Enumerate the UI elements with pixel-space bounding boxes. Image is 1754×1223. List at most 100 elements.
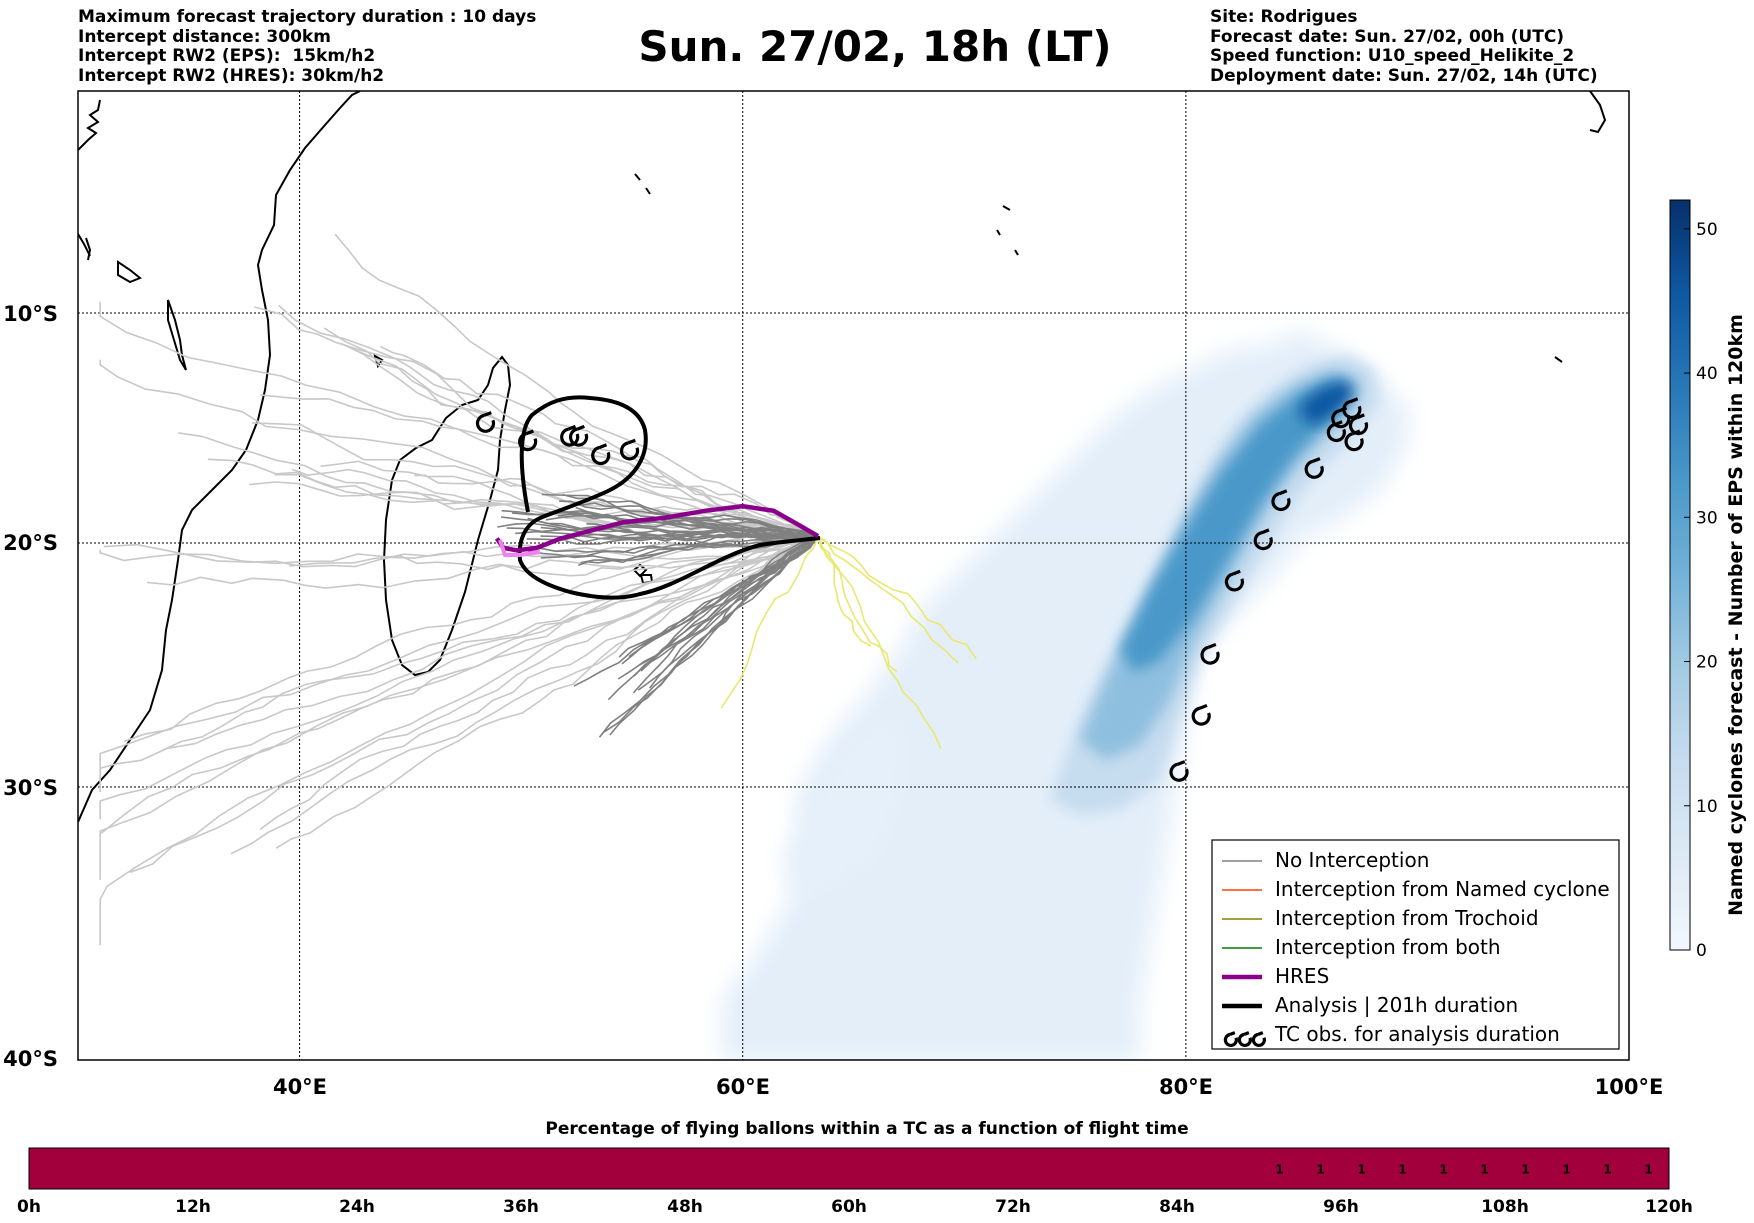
trajectory-light (334, 233, 819, 537)
header-right-line: Deployment date: Sun. 27/02, 14h (UTC) (1210, 65, 1598, 86)
main-title-text: Sun. 27/02, 18h (LT) (638, 22, 1112, 71)
tc-observation-icon (518, 429, 538, 452)
trajectories-trochoid-yellow (720, 535, 977, 750)
tc-observation-icon (1253, 528, 1273, 551)
analysis-loop (517, 395, 821, 600)
kenya-coast (78, 233, 91, 257)
lat-tick-label: 30°S (3, 776, 58, 800)
header-right-line: Speed function: U10_speed_Helikite_2 (1210, 46, 1575, 66)
flight-time-tick-label: 120h (1645, 1197, 1693, 1217)
trajectory-light (320, 460, 819, 551)
header-right-info: Site: Rodrigues Forecast date: Sun. 27/0… (1210, 7, 1598, 86)
colorbar-tick-label: 10 (1696, 797, 1718, 817)
tc-observation-icon (1271, 489, 1291, 512)
flight-time-tick-label: 12h (175, 1197, 211, 1217)
trajectory-dark (618, 535, 819, 658)
trajectory-dark (557, 513, 819, 540)
trajectory-light (99, 535, 819, 784)
density-layer-peak (1300, 380, 1355, 425)
trajectory-dark (607, 535, 819, 701)
flight-time-bar-value: 1 (1275, 1163, 1283, 1177)
legend-label: Analysis | 201h duration (1275, 993, 1518, 1017)
flight-time-tick-label: 36h (503, 1197, 539, 1217)
trajectory-yellow (720, 535, 819, 709)
legend-entry: Analysis | 201h duration (1222, 993, 1518, 1017)
tc-observation-icon (1304, 457, 1324, 479)
flight-time-bar-fill (28, 1147, 1670, 1190)
flight-time-bar-value: 1 (1439, 1163, 1447, 1177)
tc-observation-icon (1331, 406, 1351, 429)
flight-time-tick-label: 84h (1159, 1197, 1195, 1217)
seychelles-island-2 (996, 205, 1019, 256)
tc-observation-icon (560, 424, 580, 447)
legend-entry: Interception from both (1222, 935, 1501, 959)
trajectory-dark (540, 534, 819, 559)
flight-time-bar-title: Percentage of flying ballons within a TC… (545, 1119, 1188, 1139)
trajectories-no-interception (497, 493, 819, 738)
legend-label: Interception from Named cyclone (1275, 877, 1610, 901)
lake-tanganyika (167, 299, 187, 371)
tc-observation-icon (1223, 1031, 1238, 1047)
lon-tick-label: 60°E (716, 1075, 770, 1099)
trajectory-light (289, 535, 819, 577)
tc-observation-icon (475, 411, 496, 433)
trajectory-light (340, 342, 819, 537)
map-content (78, 91, 1629, 1060)
eps-density-field (722, 330, 1410, 1060)
legend-entry: Interception from Named cyclone (1222, 877, 1610, 901)
lat-tick-label: 40°S (3, 1047, 58, 1071)
flight-time-bar-value: 1 (1644, 1163, 1652, 1177)
trajectory-light (124, 535, 819, 743)
tc-observation-symbols (475, 397, 1369, 782)
analysis-track (517, 395, 821, 600)
seychelles-island-1 (634, 173, 651, 195)
lon-tick-label: 100°E (1595, 1075, 1664, 1099)
lat-tick-label: 10°S (3, 302, 58, 326)
flight-time-bar-value: 1 (1480, 1163, 1488, 1177)
legend-entry: TC obs. for analysis duration (1223, 1022, 1560, 1047)
density-layer-core (1120, 380, 1348, 672)
legend-label: TC obs. for analysis duration (1274, 1022, 1560, 1046)
trajectory-yellow (817, 535, 898, 673)
flight-time-bar-value: 1 (1562, 1163, 1570, 1177)
header-left-info: Maximum forecast trajectory duration : 1… (78, 7, 536, 86)
tc-observation-icon (1344, 429, 1364, 452)
map-gridlines (78, 91, 1629, 1060)
trajectory-light (99, 302, 819, 537)
arabia-fragment (1589, 91, 1607, 134)
tc-observation-icon (591, 443, 611, 466)
chagos-island (1554, 356, 1563, 363)
trajectory-dark (575, 506, 819, 540)
trajectory-dark (527, 535, 819, 554)
tc-observation-icon (1200, 642, 1220, 665)
flight-time-bar-value: 1 (1398, 1163, 1406, 1177)
flight-time-tick-label: 96h (1323, 1197, 1359, 1217)
flight-time-tick-label: 0h (17, 1197, 41, 1217)
flight-time-tick-label: 60h (831, 1197, 867, 1217)
colorbar-tick-label: 20 (1696, 653, 1718, 673)
tc-observation-icon (1326, 420, 1346, 443)
tc-observation-icon (1224, 569, 1244, 592)
legend-entry: Interception from Trochoid (1222, 906, 1539, 930)
trajectory-light (252, 422, 819, 537)
tc-observation-icon (619, 438, 640, 461)
hres-track-end (498, 539, 541, 557)
header-left-line: Intercept RW2 (EPS): 15km/h2 (78, 46, 376, 66)
density-layer-west (780, 720, 905, 900)
legend-box (1211, 839, 1620, 1050)
main-title: Sun. 27/02, 18h (LT) (0, 22, 1754, 71)
tc-observation-icon (1191, 703, 1211, 726)
colorbar-label: Named cyclones forecast - Number of EPS … (1725, 314, 1747, 916)
legend-label: HRES (1275, 964, 1329, 988)
flight-time-bar-value: 1 (1521, 1163, 1529, 1177)
africa-coast (78, 91, 361, 823)
legend-label: No Interception (1275, 848, 1429, 872)
colorbar: 0 10 20 30 40 50 Named cyclones forecast - Nu… (1669, 199, 1747, 961)
flight-time-bar-value: 1 (1316, 1163, 1324, 1177)
trajectory-light (275, 535, 819, 849)
trajectory-light (129, 535, 819, 874)
header-right-line: Forecast date: Sun. 27/02, 00h (UTC) (1210, 26, 1565, 47)
flight-time-tick-label: 24h (339, 1197, 375, 1217)
trajectories-light-gray (99, 233, 819, 946)
